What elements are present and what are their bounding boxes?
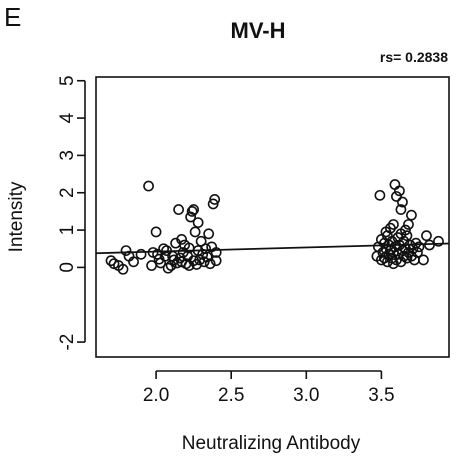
data-point xyxy=(188,204,200,215)
data-point xyxy=(418,254,429,266)
chart-title: MV-H xyxy=(231,18,286,43)
data-point xyxy=(209,194,221,205)
y-tick-label: 5 xyxy=(57,75,78,86)
data-point xyxy=(162,262,174,274)
y-tick-label: 4 xyxy=(57,112,78,123)
y-tick-label: 2 xyxy=(57,187,78,198)
plot-frame xyxy=(95,76,450,358)
data-point xyxy=(150,226,162,238)
data-point xyxy=(413,241,425,253)
y-axis-label: Intensity xyxy=(6,181,27,252)
data-point xyxy=(388,219,399,230)
data-point xyxy=(388,258,399,270)
data-point xyxy=(128,256,139,268)
data-point xyxy=(389,179,401,190)
data-point xyxy=(374,189,386,201)
correlation-annotation: rs= 0.2838 xyxy=(380,49,448,65)
x-tick-label: 3.0 xyxy=(293,385,319,406)
data-point xyxy=(203,228,215,240)
data-points xyxy=(105,179,444,275)
trend-line xyxy=(95,242,450,255)
panel-label: E xyxy=(4,2,21,32)
data-point xyxy=(189,226,201,238)
data-point xyxy=(394,185,405,197)
x-axis-label: Neutralizing Antibody xyxy=(182,433,361,454)
x-axis: 2.0 2.5 3.0 3.5 xyxy=(143,370,395,406)
data-point xyxy=(391,191,402,202)
data-point xyxy=(210,247,222,258)
data-point xyxy=(135,248,147,260)
data-point xyxy=(143,180,154,192)
data-point xyxy=(207,198,219,210)
y-tick-label: -2 xyxy=(57,334,78,351)
data-point xyxy=(117,263,129,275)
data-point xyxy=(395,204,407,215)
data-point xyxy=(192,217,204,228)
data-point xyxy=(168,254,180,266)
data-point xyxy=(412,247,423,258)
x-tick-label: 3.5 xyxy=(368,385,394,406)
y-tick-label: 3 xyxy=(57,150,78,161)
data-point xyxy=(421,230,432,242)
data-point xyxy=(433,235,444,247)
data-point xyxy=(401,230,413,242)
data-point xyxy=(186,205,198,217)
x-tick-label: 2.5 xyxy=(218,385,244,406)
data-point xyxy=(201,251,213,263)
data-point xyxy=(105,255,117,267)
data-point xyxy=(403,219,414,230)
data-point xyxy=(176,233,188,245)
y-axis: -2 0 1 2 3 4 5 xyxy=(57,75,86,351)
y-tick-label: 1 xyxy=(57,225,78,236)
data-point xyxy=(395,228,407,240)
data-point xyxy=(173,204,185,215)
data-point xyxy=(183,260,195,271)
data-point xyxy=(120,245,132,256)
data-point xyxy=(397,196,408,208)
x-tick-label: 2.0 xyxy=(143,385,169,406)
y-tick-label: 0 xyxy=(57,262,78,273)
data-point xyxy=(204,258,216,270)
data-point xyxy=(406,209,417,221)
data-point xyxy=(210,255,222,267)
data-point xyxy=(380,226,392,238)
